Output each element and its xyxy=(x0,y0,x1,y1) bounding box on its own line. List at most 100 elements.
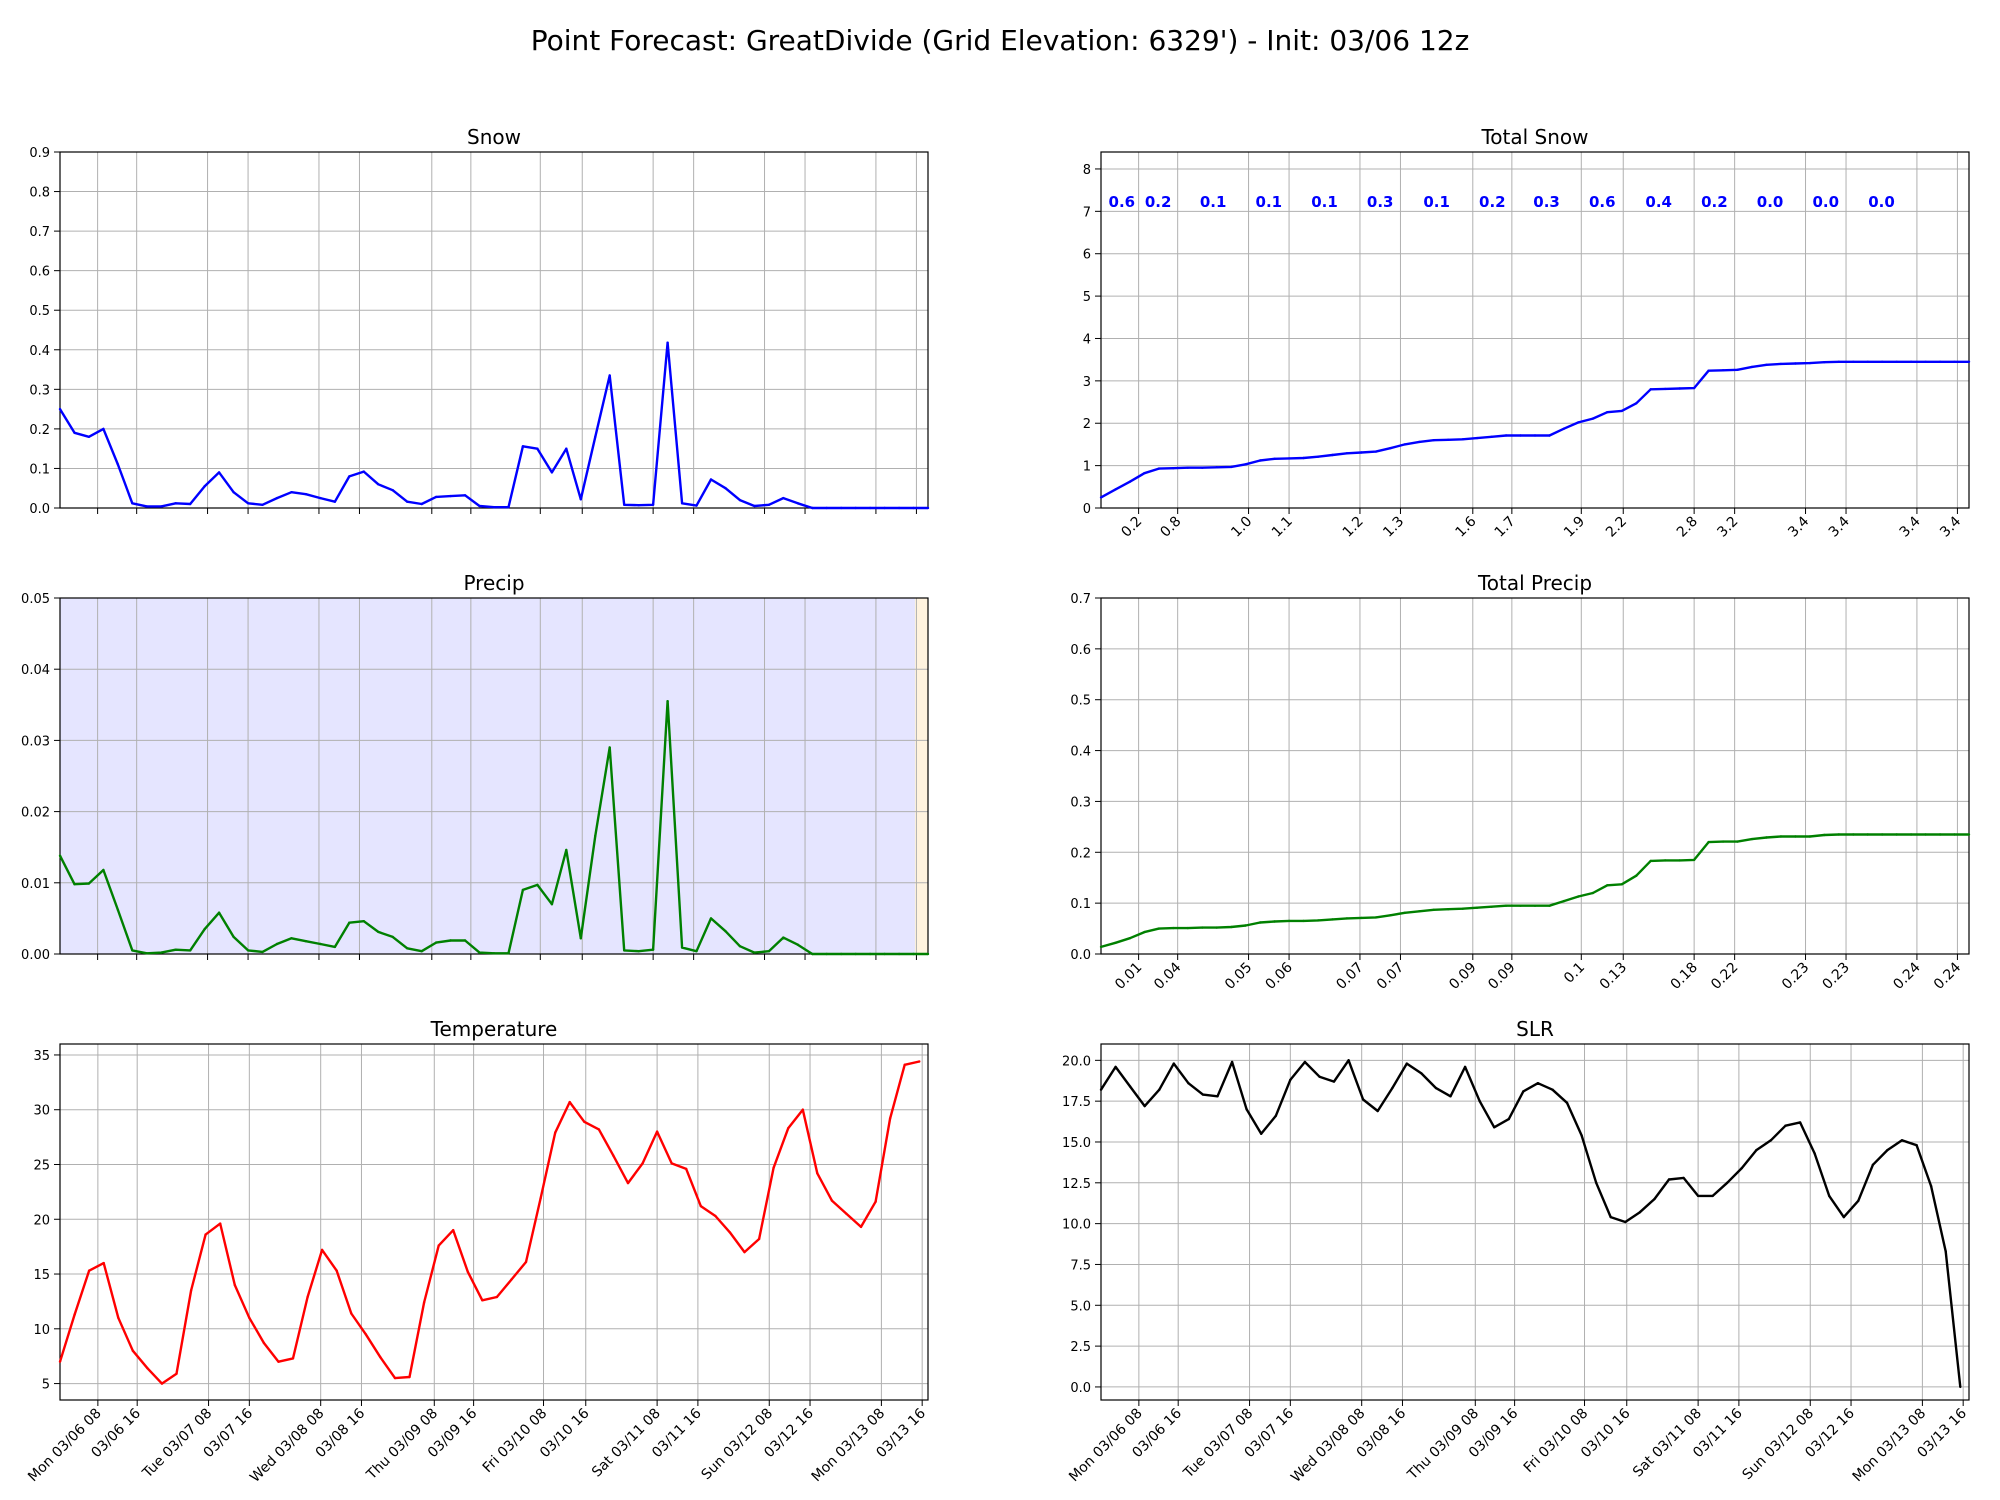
x-tick-label: Fri 03/10 08 xyxy=(1521,1406,1592,1477)
data-point xyxy=(102,1261,105,1265)
data-point xyxy=(291,1357,295,1360)
chart-title: Total Precip xyxy=(1477,571,1592,595)
data-point xyxy=(796,943,799,946)
data-point xyxy=(536,883,539,887)
data-point xyxy=(203,485,206,488)
y-tick-label: 0.5 xyxy=(1070,694,1091,709)
data-point xyxy=(362,920,365,923)
data-point xyxy=(1260,1132,1263,1136)
data-point xyxy=(87,435,91,438)
x-tick-label: 1.0 xyxy=(1228,514,1255,541)
y-tick-label: 0.9 xyxy=(29,146,50,161)
x-tick-label: 3.4 xyxy=(1897,513,1924,540)
x-tick-label: Sat 03/11 08 xyxy=(589,1406,664,1481)
data-point xyxy=(1099,945,1103,949)
figure-title: Point Forecast: GreatDivide (Grid Elevat… xyxy=(530,24,1470,57)
period-total-label: 0.6 xyxy=(1589,193,1616,211)
data-point xyxy=(830,1199,834,1202)
data-point xyxy=(1808,835,1812,838)
x-tick-label: Fri 03/10 08 xyxy=(480,1406,551,1477)
data-point xyxy=(753,951,756,954)
data-point xyxy=(1318,1075,1321,1078)
x-tick-label: Tue 03/07 08 xyxy=(1180,1406,1256,1482)
data-point xyxy=(1316,919,1320,922)
data-point xyxy=(1345,452,1349,455)
data-point xyxy=(1420,1072,1423,1075)
data-point xyxy=(651,503,655,506)
data-point xyxy=(1432,908,1435,911)
y-tick-label: 0.0 xyxy=(29,502,50,517)
data-point xyxy=(492,506,496,509)
data-point xyxy=(1609,1215,1612,1219)
data-point xyxy=(782,936,785,939)
y-tick-label: 10 xyxy=(33,1323,50,1338)
data-point xyxy=(1201,926,1204,929)
x-tick-label: 3.2 xyxy=(1714,514,1741,541)
x-tick-label: 0.07 xyxy=(1333,960,1366,993)
data-point xyxy=(348,921,351,924)
data-point xyxy=(1533,904,1537,907)
y-tick-label: 0.8 xyxy=(29,186,50,201)
y-tick-label: 0.0 xyxy=(1070,948,1091,963)
data-point xyxy=(1186,466,1190,469)
data-point xyxy=(277,1360,280,1363)
data-point xyxy=(1808,361,1812,365)
data-point xyxy=(73,1313,76,1316)
x-tick-label: Sat 03/11 08 xyxy=(1630,1406,1705,1481)
data-point xyxy=(550,471,554,474)
data-point xyxy=(840,506,843,510)
data-point xyxy=(1302,456,1305,460)
data-point xyxy=(1418,910,1421,913)
data-point xyxy=(888,1117,892,1120)
y-tick-label: 2.5 xyxy=(1070,1340,1091,1355)
data-point xyxy=(478,951,481,954)
total-precip-chart: 0.0 0.1 0.2 0.3 0.4 0.5 0.6 0.7 0.01 0.04 0.05 0.06… xyxy=(1070,571,1971,993)
data-point xyxy=(868,506,872,510)
series-line xyxy=(58,341,928,510)
data-point xyxy=(926,952,930,956)
precip-mix-shading xyxy=(914,598,928,954)
y-tick-label: 5 xyxy=(1083,290,1091,305)
y-tick-label: 2 xyxy=(1083,417,1091,432)
data-point xyxy=(1866,833,1869,836)
data-point xyxy=(1909,833,1913,836)
data-point xyxy=(466,1270,469,1274)
data-point xyxy=(579,937,582,940)
x-tick-label: 0.13 xyxy=(1597,960,1630,993)
y-tick-label: 0.05 xyxy=(21,592,50,607)
data-point xyxy=(335,1269,338,1272)
period-total-label: 0.0 xyxy=(1868,193,1895,211)
x-tick-label: 2.8 xyxy=(1674,514,1701,541)
data-point xyxy=(1779,362,1783,366)
data-point xyxy=(1187,1082,1190,1085)
x-tick-label: Mon 03/13 08 xyxy=(809,1406,889,1486)
data-point xyxy=(787,1127,790,1130)
chart-title: Temperature xyxy=(430,1017,558,1041)
chart-title: Total Snow xyxy=(1480,125,1588,149)
data-point xyxy=(1794,362,1797,365)
data-point xyxy=(883,952,886,956)
data-point xyxy=(1258,459,1262,462)
data-point xyxy=(304,493,308,496)
data-point xyxy=(434,941,438,944)
data-point xyxy=(203,927,206,931)
data-point xyxy=(1562,427,1566,430)
y-tick-label: 0.6 xyxy=(1070,643,1091,658)
data-point xyxy=(1128,937,1132,940)
data-point xyxy=(757,1237,761,1241)
data-point xyxy=(651,948,655,951)
data-point xyxy=(463,939,467,942)
data-point xyxy=(362,470,365,473)
data-point xyxy=(1938,833,1942,836)
x-tick-label: 0.23 xyxy=(1820,960,1853,993)
data-point xyxy=(1924,833,1927,836)
data-point xyxy=(1374,916,1378,919)
x-tick-label: 0.07 xyxy=(1374,960,1407,993)
x-tick-label: Sun 03/12 08 xyxy=(699,1406,777,1484)
data-point xyxy=(1765,363,1768,366)
x-tick-label: 0.24 xyxy=(1890,959,1923,992)
data-point xyxy=(1172,1062,1176,1065)
total-snow-chart: 0 1 2 3 4 5 6 7 8 0.2 0.8 1.0 1.1 1.2 1.3 1.6 1.7 1.9 2.2 2… xyxy=(1083,125,1971,541)
data-point xyxy=(1924,360,1927,363)
data-point xyxy=(434,495,438,499)
